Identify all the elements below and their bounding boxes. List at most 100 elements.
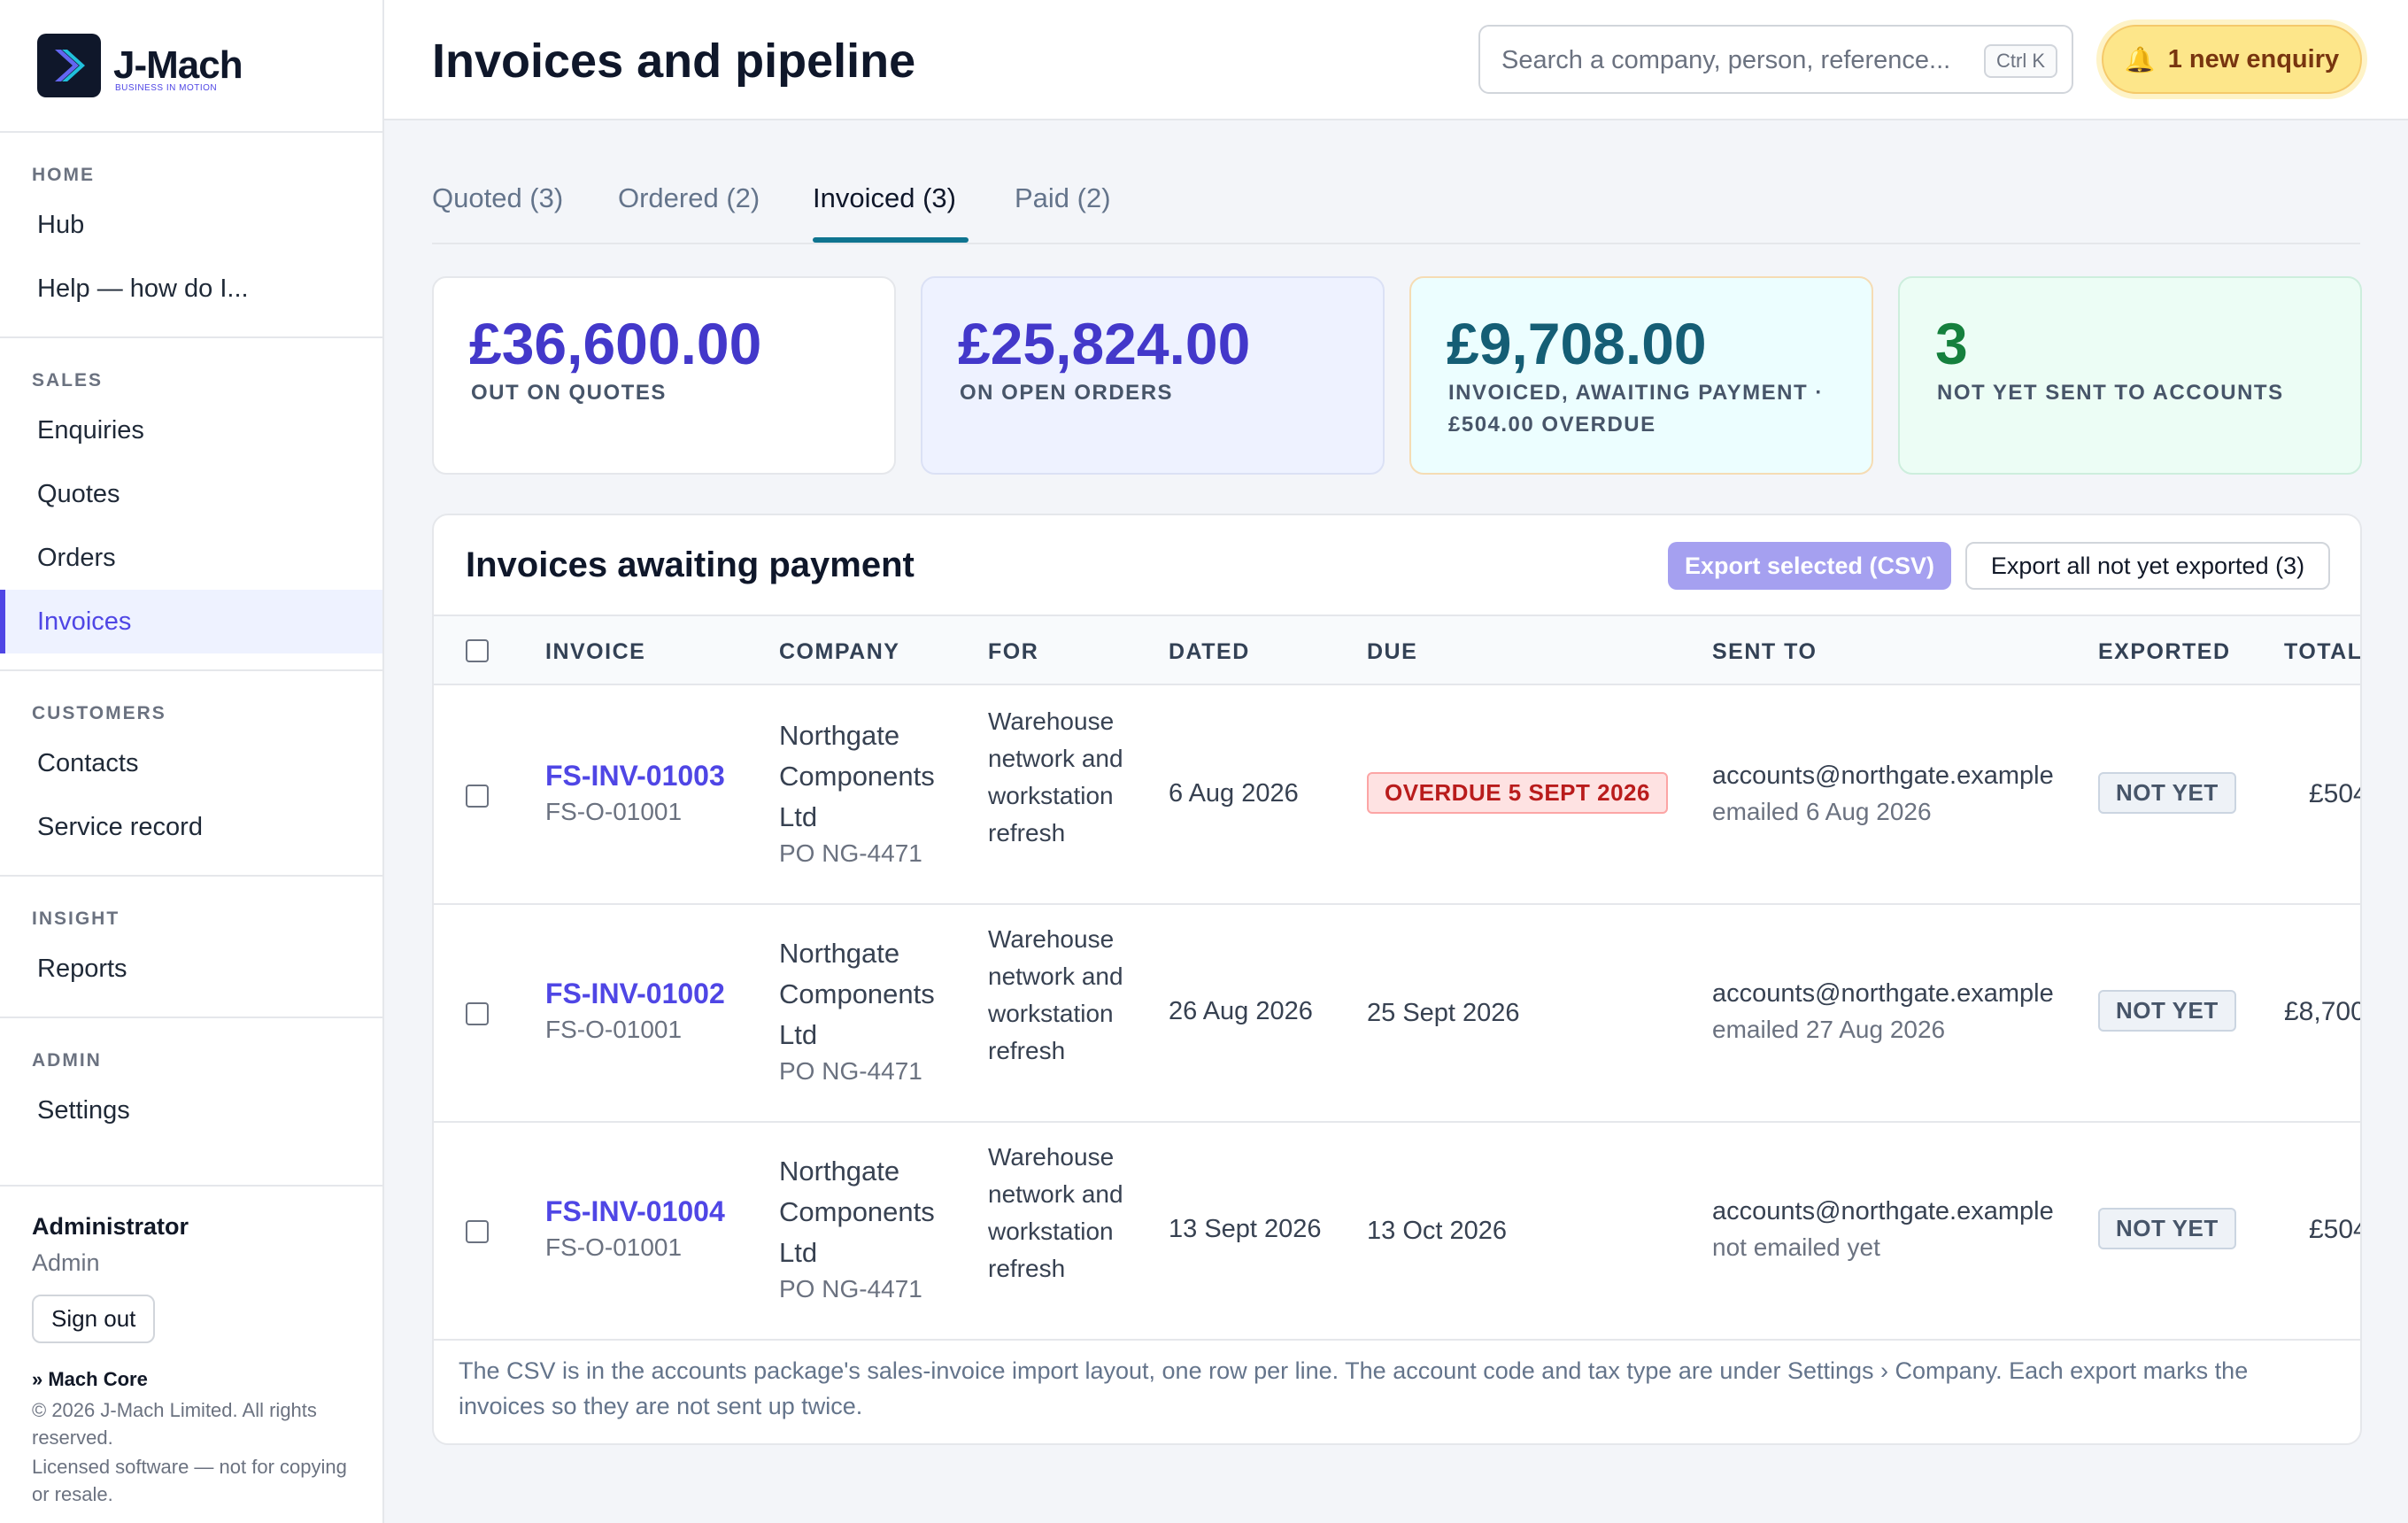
status-tabs: Quoted (3) Ordered (2) Invoiced (3) Paid… xyxy=(432,175,2360,244)
sidebar-item-settings[interactable]: Settings xyxy=(37,1096,130,1125)
invoice-link[interactable]: FS-INV-01002 xyxy=(545,978,725,1009)
exported-badge: NOT YET xyxy=(2098,1208,2236,1249)
export-all-button[interactable]: Export all not yet exported (3) xyxy=(1965,542,2330,590)
order-reference: FS-O-01001 xyxy=(545,1016,683,1043)
invoices-panel: Invoices awaiting payment Export selecte… xyxy=(432,514,2362,1445)
logo[interactable]: J-Mach BUSINESS IN MOTION xyxy=(0,0,382,133)
sidebar-item-contacts[interactable]: Contacts xyxy=(37,749,139,777)
column-header-exported[interactable]: EXPORTED xyxy=(2098,639,2231,664)
sidebar-item-help[interactable]: Help — how do I... xyxy=(37,274,249,303)
invoice-description: Warehouse network and workstation refres… xyxy=(988,925,1123,1064)
stat-label: ON OPEN ORDERS xyxy=(960,381,1174,405)
brand-tagline: BUSINESS IN MOTION xyxy=(115,83,218,93)
nav-section-insight: INSIGHT Reports xyxy=(0,877,382,1018)
sidebar-item-quotes[interactable]: Quotes xyxy=(37,480,120,508)
table-row[interactable]: FS-INV-01004 FS-O-01001 Northgate Compon… xyxy=(434,1123,2360,1341)
table-row[interactable]: FS-INV-01002 FS-O-01001 Northgate Compon… xyxy=(434,905,2360,1123)
table-row[interactable]: FS-INV-01003 FS-O-01001 Northgate Compon… xyxy=(434,687,2360,905)
po-number: PO NG-4471 xyxy=(779,839,922,867)
sign-out-button[interactable]: Sign out xyxy=(32,1295,156,1343)
company-name: Northgate Components Ltd xyxy=(779,1156,935,1268)
stat-value: 3 xyxy=(1935,311,1968,376)
export-selected-button[interactable]: Export selected (CSV) xyxy=(1668,542,1951,590)
search-input[interactable]: Search a company, person, reference... C… xyxy=(1478,25,2073,94)
nav-heading: SALES xyxy=(32,370,104,390)
sidebar-item-invoices[interactable]: Invoices xyxy=(0,590,382,653)
nav-heading: HOME xyxy=(32,165,95,185)
nav-heading: CUSTOMERS xyxy=(32,703,166,723)
column-header-company[interactable]: COMPANY xyxy=(779,639,900,664)
po-number: PO NG-4471 xyxy=(779,1057,922,1085)
panel-title: Invoices awaiting payment xyxy=(466,545,915,584)
search-shortcut-badge: Ctrl K xyxy=(1984,44,2057,78)
nav-section-customers: CUSTOMERS Contacts Service record xyxy=(0,671,382,877)
column-header-due[interactable]: DUE xyxy=(1367,639,1418,664)
row-checkbox[interactable] xyxy=(466,1002,489,1025)
sent-status: emailed 6 Aug 2026 xyxy=(1712,798,1932,825)
row-checkbox[interactable] xyxy=(466,1220,489,1243)
stat-value: £25,824.00 xyxy=(958,311,1251,376)
dated-value: 6 Aug 2026 xyxy=(1169,779,1299,808)
column-header-for[interactable]: FOR xyxy=(988,639,1039,664)
total-value: £504.00 xyxy=(2309,779,2360,808)
stat-label: NOT YET SENT TO ACCOUNTS xyxy=(1937,381,2284,405)
nav-heading: INSIGHT xyxy=(32,908,120,929)
license-note: Licensed software — not for copying or r… xyxy=(32,1456,347,1505)
new-enquiry-label: 1 new enquiry xyxy=(2167,44,2340,73)
stat-card-quotes: £36,600.00 OUT ON QUOTES xyxy=(432,276,896,475)
sidebar-footer: Administrator Admin Sign out » Mach Core… xyxy=(0,1185,382,1508)
stat-card-orders: £25,824.00 ON OPEN ORDERS xyxy=(921,276,1385,475)
brand-name: J-Mach xyxy=(113,43,243,87)
stat-label: OUT ON QUOTES xyxy=(471,381,667,405)
exported-badge: NOT YET xyxy=(2098,990,2236,1032)
tab-invoiced[interactable]: Invoiced (3) xyxy=(813,182,956,213)
tab-paid[interactable]: Paid (2) xyxy=(1015,182,1111,213)
company-name: Northgate Components Ltd xyxy=(779,720,935,832)
order-reference: FS-O-01001 xyxy=(545,798,683,825)
csv-footnote: The CSV is in the accounts package's sal… xyxy=(459,1357,2249,1419)
nav-heading: ADMIN xyxy=(32,1050,102,1071)
column-header-total[interactable]: TOTAL xyxy=(2284,639,2362,664)
sidebar-item-service-record[interactable]: Service record xyxy=(37,813,203,841)
sidebar-item-reports[interactable]: Reports xyxy=(37,955,127,983)
sidebar: J-Mach BUSINESS IN MOTION HOME Hub Help … xyxy=(0,0,384,1523)
invoice-link[interactable]: FS-INV-01003 xyxy=(545,760,725,792)
tab-quoted[interactable]: Quoted (3) xyxy=(432,182,564,213)
exported-badge: NOT YET xyxy=(2098,772,2236,814)
tab-ordered[interactable]: Ordered (2) xyxy=(618,182,760,213)
company-name: Northgate Components Ltd xyxy=(779,938,935,1050)
table-header: INVOICE COMPANY FOR DATED DUE SENT TO EX… xyxy=(434,615,2362,685)
invoice-link[interactable]: FS-INV-01004 xyxy=(545,1195,725,1227)
logo-chevron-icon xyxy=(37,34,101,97)
select-all-checkbox[interactable] xyxy=(466,639,489,662)
new-enquiry-button[interactable]: 🔔 1 new enquiry xyxy=(2102,25,2362,94)
bell-icon: 🔔 xyxy=(2124,45,2156,73)
top-bar: Invoices and pipeline Search a company, … xyxy=(384,0,2408,120)
stat-value: £9,708.00 xyxy=(1447,311,1707,376)
column-header-sent-to[interactable]: SENT TO xyxy=(1712,639,1818,664)
stat-card-invoiced: £9,708.00 INVOICED, AWAITING PAYMENT · £… xyxy=(1409,276,1873,475)
po-number: PO NG-4471 xyxy=(779,1275,922,1303)
sent-to-email: accounts@northgate.example xyxy=(1712,1197,2054,1225)
column-header-dated[interactable]: DATED xyxy=(1169,639,1250,664)
dated-value: 26 Aug 2026 xyxy=(1169,997,1313,1025)
stat-value: £36,600.00 xyxy=(469,311,762,376)
invoice-description: Warehouse network and workstation refres… xyxy=(988,707,1123,847)
sidebar-item-enquiries[interactable]: Enquiries xyxy=(37,416,144,445)
product-name: » Mach Core xyxy=(32,1368,148,1390)
sidebar-item-orders[interactable]: Orders xyxy=(37,544,116,572)
sidebar-item-hub[interactable]: Hub xyxy=(37,211,85,239)
search-placeholder: Search a company, person, reference... xyxy=(1501,46,1951,74)
total-value: £504.00 xyxy=(2309,1215,2360,1244)
stat-label: INVOICED, AWAITING PAYMENT · £504.00 OVE… xyxy=(1448,381,1824,437)
column-header-invoice[interactable]: INVOICE xyxy=(545,639,646,664)
user-name: Administrator xyxy=(32,1213,189,1240)
nav-section-home: HOME Hub Help — how do I... xyxy=(0,133,382,338)
nav-section-sales: SALES Enquiries Quotes Orders Invoices xyxy=(0,338,382,671)
row-checkbox[interactable] xyxy=(466,785,489,808)
sent-to-email: accounts@northgate.example xyxy=(1712,979,2054,1008)
due-value: 13 Oct 2026 xyxy=(1367,1217,1507,1245)
sent-status: emailed 27 Aug 2026 xyxy=(1712,1016,1946,1043)
user-role: Admin xyxy=(32,1249,100,1276)
sent-status: not emailed yet xyxy=(1712,1233,1880,1261)
